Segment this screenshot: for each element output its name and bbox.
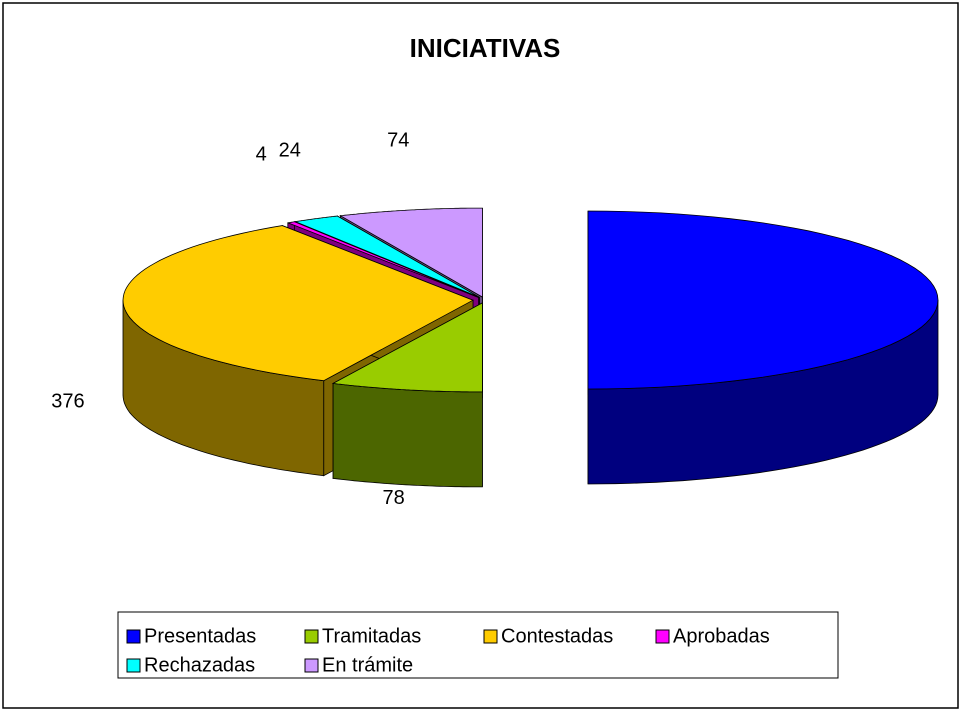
legend-box [117,611,839,679]
slice-top [331,302,483,393]
data-label: 4 [256,144,267,166]
legend-label: Presentadas [144,625,256,647]
legend-swatch [655,629,670,644]
data-label: 24 [279,139,301,161]
slice-top [287,221,479,298]
legend-label: Rechazadas [144,654,255,676]
legend-label: Tramitadas [322,625,421,647]
legend-swatch [483,629,498,644]
slice-top [122,225,474,382]
data-label: 74 [387,129,409,151]
slice [331,302,483,488]
data-label: 78 [383,487,405,509]
slice-top [293,215,480,298]
legend-label: En trámite [322,654,413,676]
data-label: 376 [51,390,84,412]
slice [587,210,939,485]
legend-swatch [304,658,319,673]
legend-swatch [126,629,141,644]
legend-swatch [126,658,141,673]
slice-top [587,210,939,390]
legend-swatch [304,629,319,644]
slice-outer-wall [332,382,483,488]
legend-label: Contestadas [501,625,613,647]
chart-title: INICIATIVAS [410,33,561,63]
legend-label: Aprobadas [673,625,770,647]
slice-top [339,207,483,298]
